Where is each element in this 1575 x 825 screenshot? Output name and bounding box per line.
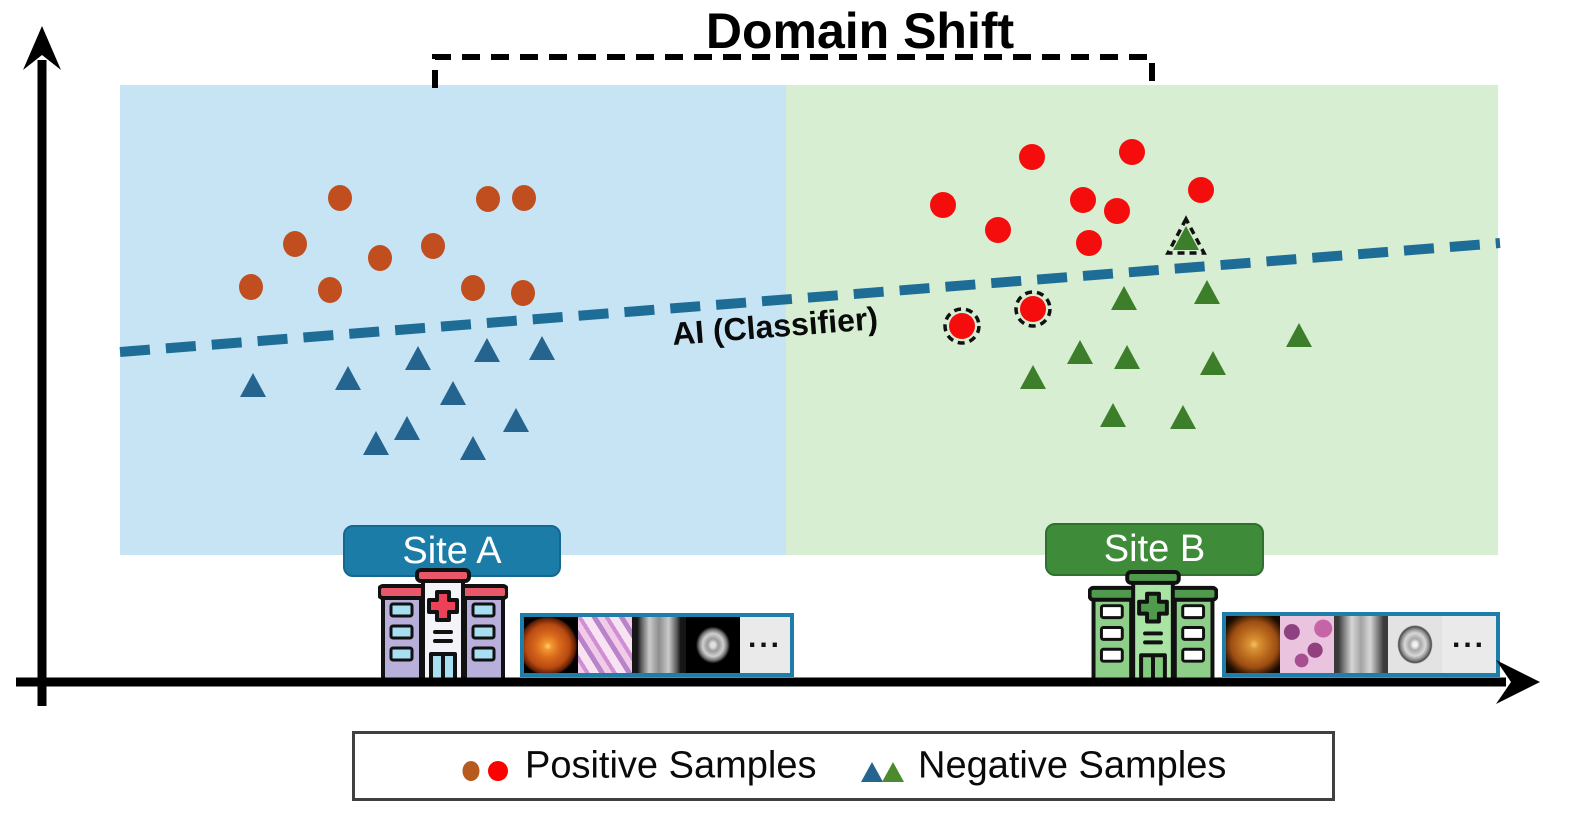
histology-image [1280,616,1334,673]
mri-image [686,617,740,673]
ellipsis-cell: ... [740,617,790,673]
xray-image [1334,616,1388,673]
legend-negative-label: Negative Samples [918,744,1227,787]
site-b-badge: Site B [1045,523,1264,576]
fundus-image [1226,616,1280,673]
xray-image [632,617,686,673]
fundus-image [524,617,578,673]
figure-title: Domain Shift [705,3,1015,59]
legend-box: Positive Samples Negative Samples [352,731,1335,801]
legend-positive-label: Positive Samples [525,744,817,787]
ellipsis-text: ... [747,621,782,654]
site-b-sample-images-strip: ... [1222,612,1500,677]
site-a-badge-label: Site A [402,529,502,572]
domain-shift-bracket [432,54,1155,88]
hospital-a-icon [378,568,508,682]
histology-image [578,617,632,673]
hospital-b-icon [1088,570,1218,683]
ellipsis-cell: ... [1442,616,1496,673]
ellipsis-text: ... [1451,620,1486,654]
site-a-sample-images-strip: ... [520,613,794,677]
y-axis [23,26,61,706]
mri-image [1388,616,1442,673]
site-b-badge-label: Site B [1103,528,1206,570]
